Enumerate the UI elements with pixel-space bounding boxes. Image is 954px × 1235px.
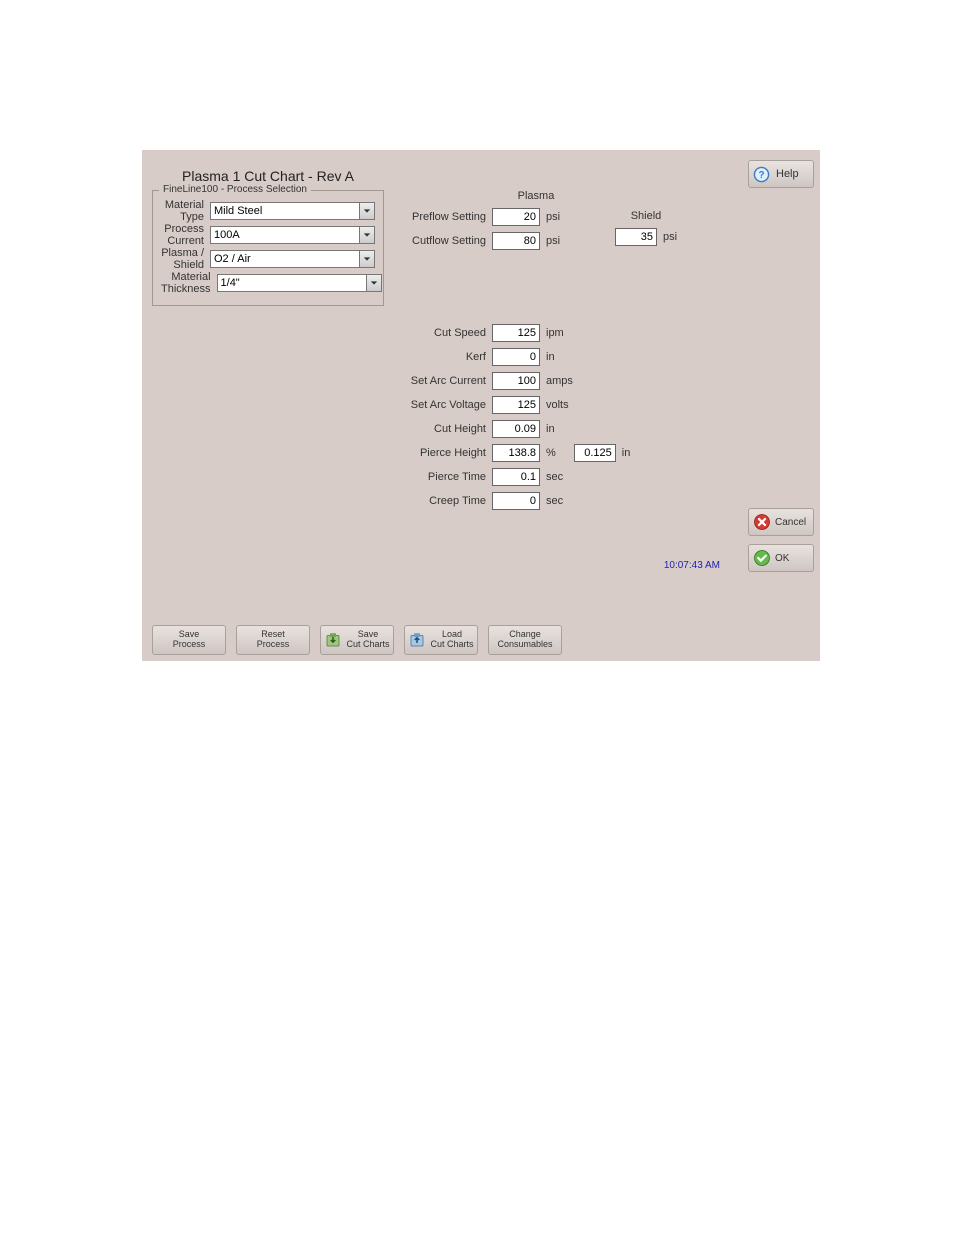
material-type-label: Material Type (161, 199, 210, 223)
plasma-shield-label: Plasma / Shield (161, 247, 210, 271)
help-label: Help (776, 168, 799, 180)
chevron-down-icon[interactable] (366, 274, 382, 292)
preflow-input[interactable] (492, 208, 540, 226)
svg-text:?: ? (758, 170, 764, 181)
pierce-time-label: Pierce Time (396, 471, 492, 483)
arc-current-input[interactable] (492, 372, 540, 390)
kerf-unit: in (540, 351, 555, 363)
params-column: Cut Speed ipm Kerf in Set Arc Current am… (396, 322, 736, 514)
chevron-down-icon[interactable] (359, 202, 375, 220)
help-button[interactable]: ? Help (748, 160, 814, 188)
cut-height-input[interactable] (492, 420, 540, 438)
page-title: Plasma 1 Cut Chart - Rev A (182, 168, 354, 184)
cut-speed-label: Cut Speed (396, 327, 492, 339)
load-file-icon (408, 631, 426, 649)
cut-speed-unit: ipm (540, 327, 564, 339)
shield-column: Shield psi (586, 210, 706, 250)
pierce-height-unit: % (540, 447, 556, 459)
material-type-dropdown[interactable] (210, 202, 375, 220)
preflow-unit: psi (540, 211, 560, 223)
chevron-down-icon[interactable] (359, 250, 375, 268)
reset-process-button[interactable]: ResetProcess (236, 625, 310, 655)
arc-current-label: Set Arc Current (396, 375, 492, 387)
ok-icon (753, 549, 771, 567)
material-type-value[interactable] (210, 202, 359, 220)
pierce-height-extra-input[interactable] (574, 444, 616, 462)
plasma-shield-value[interactable] (210, 250, 359, 268)
help-icon: ? (753, 166, 770, 183)
process-current-dropdown[interactable] (210, 226, 375, 244)
arc-voltage-label: Set Arc Voltage (396, 399, 492, 411)
cut-height-label: Cut Height (396, 423, 492, 435)
creep-time-unit: sec (540, 495, 563, 507)
plasma-shield-dropdown[interactable] (210, 250, 375, 268)
arc-voltage-unit: volts (540, 399, 569, 411)
arc-voltage-input[interactable] (492, 396, 540, 414)
save-file-icon (324, 631, 342, 649)
material-thickness-value[interactable] (217, 274, 366, 292)
shield-unit: psi (657, 231, 677, 243)
pierce-height-extra-unit: in (622, 447, 631, 459)
load-cut-charts-button[interactable]: LoadCut Charts (404, 625, 478, 655)
cut-chart-panel: Plasma 1 Cut Chart - Rev A ? Help FineLi… (142, 150, 820, 661)
preflow-label: Preflow Setting (396, 211, 492, 223)
shield-input[interactable] (615, 228, 657, 246)
cut-height-unit: in (540, 423, 555, 435)
process-selection-legend: FineLine100 - Process Selection (159, 184, 311, 195)
pierce-time-unit: sec (540, 471, 563, 483)
chevron-down-icon[interactable] (359, 226, 375, 244)
cutflow-input[interactable] (492, 232, 540, 250)
plasma-header: Plasma (456, 190, 616, 202)
cancel-label: Cancel (775, 517, 806, 528)
creep-time-input[interactable] (492, 492, 540, 510)
ok-button[interactable]: OK (748, 544, 814, 572)
bottom-toolbar: SaveProcess ResetProcess SaveCut Charts … (152, 625, 562, 655)
creep-time-label: Creep Time (396, 495, 492, 507)
save-cut-charts-button[interactable]: SaveCut Charts (320, 625, 394, 655)
kerf-input[interactable] (492, 348, 540, 366)
timestamp: 10:07:43 AM (664, 560, 720, 571)
cancel-button[interactable]: Cancel (748, 508, 814, 536)
cutflow-label: Cutflow Setting (396, 235, 492, 247)
process-current-value[interactable] (210, 226, 359, 244)
process-selection-group: FineLine100 - Process Selection Material… (152, 190, 384, 306)
save-process-button[interactable]: SaveProcess (152, 625, 226, 655)
pierce-height-label: Pierce Height (396, 447, 492, 459)
kerf-label: Kerf (396, 351, 492, 363)
ok-label: OK (775, 553, 789, 564)
plasma-column: Plasma Preflow Setting psi Cutflow Setti… (396, 190, 616, 254)
pierce-height-input[interactable] (492, 444, 540, 462)
shield-header: Shield (586, 210, 706, 222)
process-current-label: Process Current (161, 223, 210, 247)
material-thickness-dropdown[interactable] (217, 274, 382, 292)
change-consumables-button[interactable]: ChangeConsumables (488, 625, 562, 655)
material-thickness-label: Material Thickness (161, 271, 217, 295)
cancel-icon (753, 513, 771, 531)
pierce-time-input[interactable] (492, 468, 540, 486)
cutflow-unit: psi (540, 235, 560, 247)
arc-current-unit: amps (540, 375, 573, 387)
cut-speed-input[interactable] (492, 324, 540, 342)
